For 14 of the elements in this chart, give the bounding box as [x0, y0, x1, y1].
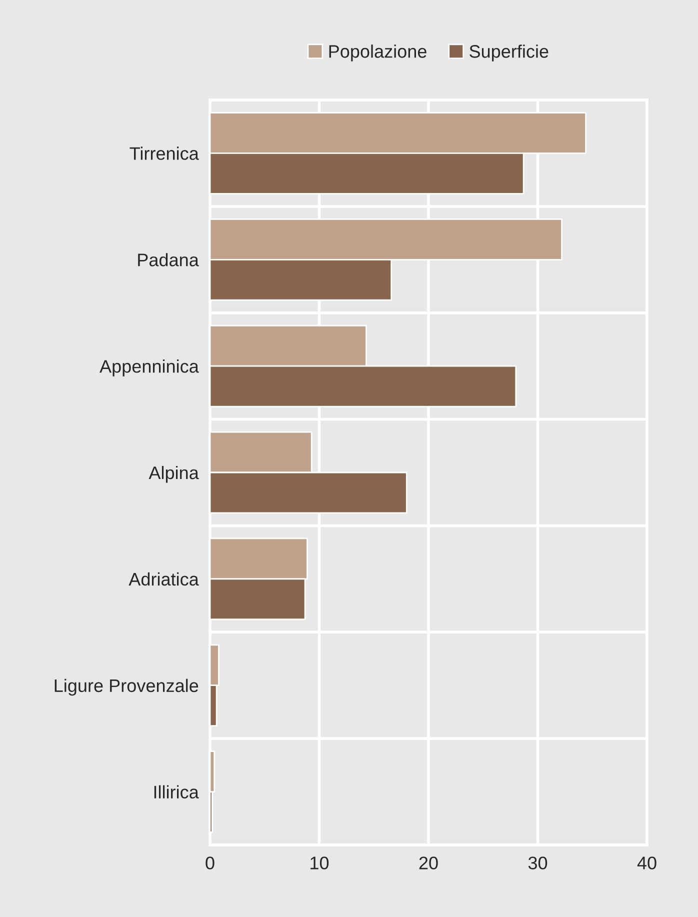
- x-tick-label: 20: [419, 856, 438, 870]
- x-tick-label: 10: [310, 856, 329, 870]
- x-tick-label: 40: [637, 856, 656, 870]
- x-tick-label: 0: [206, 856, 214, 870]
- x-tick-label: 30: [528, 856, 548, 870]
- y-tick-label: Appenninica: [100, 360, 199, 376]
- legend-label: Popolazione: [329, 44, 426, 62]
- y-tick-label: Tirrenica: [130, 146, 199, 160]
- y-tick-label: Illirica: [154, 785, 199, 799]
- y-tick-label: Padana: [138, 253, 199, 266]
- legend-label: Superficie: [470, 44, 548, 62]
- y-tick-label: Ligure Provenzale: [54, 678, 198, 696]
- y-tick-label: Adriatica: [128, 572, 199, 586]
- y-tick-label: Alpina: [148, 466, 199, 483]
